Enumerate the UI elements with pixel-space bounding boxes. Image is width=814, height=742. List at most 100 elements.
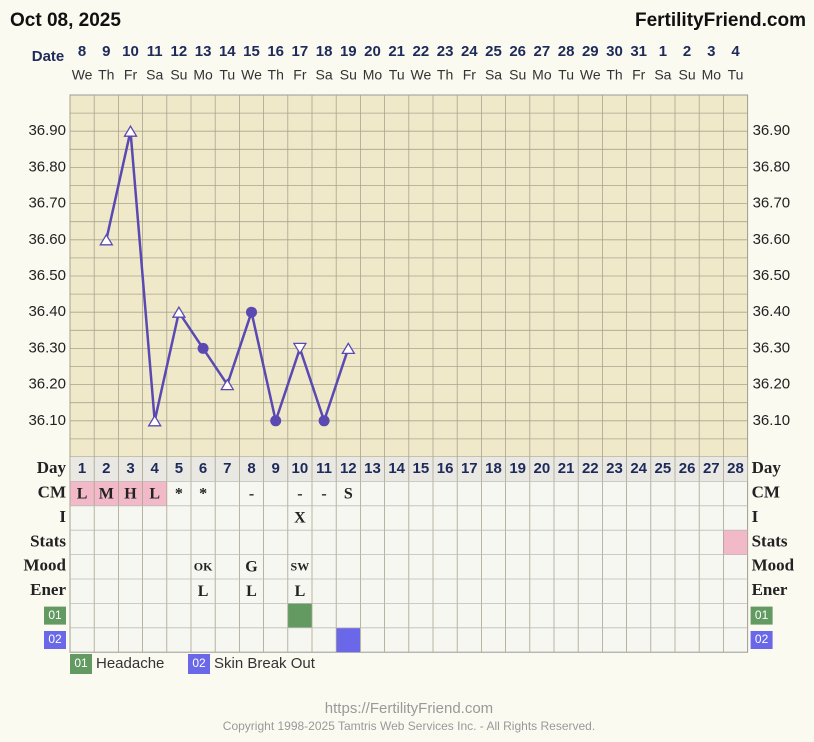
- weekday-label: Su: [509, 67, 526, 83]
- cell-text: G: [245, 558, 258, 575]
- row-label-right: Mood: [752, 556, 795, 575]
- footer-copyright: Copyright 1998-2025 Tamtris Web Services…: [223, 719, 595, 733]
- date-label: 8: [78, 43, 86, 60]
- cell-text: L: [246, 583, 257, 600]
- date-label: 14: [219, 43, 236, 60]
- cycle-day: 14: [388, 460, 405, 477]
- date-label: 18: [316, 43, 333, 60]
- weekday-label: Th: [437, 67, 453, 83]
- legend-swatch: [70, 654, 92, 674]
- y-tick-label: 36.50: [28, 267, 66, 284]
- weekday-label: Fr: [463, 67, 477, 83]
- site-name[interactable]: FertilityFriend.com: [635, 10, 806, 31]
- date-label: 26: [509, 43, 526, 60]
- symptom-tag-right: [750, 631, 773, 649]
- cycle-day: 27: [703, 460, 720, 477]
- cycle-day: 12: [340, 460, 357, 477]
- date-label: 3: [707, 43, 715, 60]
- cell-text: -: [321, 485, 326, 502]
- weekday-label: Su: [340, 67, 357, 83]
- date-label: 12: [171, 43, 188, 60]
- weekday-label: Th: [98, 67, 114, 83]
- row-label: 02: [48, 632, 62, 646]
- cell-fill: [70, 481, 95, 506]
- date-label: 17: [292, 43, 309, 60]
- marker: [197, 342, 209, 354]
- cell-text: *: [175, 485, 183, 502]
- marker: [318, 415, 330, 427]
- cycle-day: 19: [509, 460, 526, 477]
- row-label: Stats: [30, 531, 66, 550]
- cell-text: -: [249, 485, 254, 502]
- date-label: 15: [243, 43, 260, 60]
- marker: [171, 305, 187, 318]
- weekday-label: Th: [606, 67, 622, 83]
- marker: [292, 342, 308, 355]
- marker: [220, 378, 235, 391]
- date-label: 29: [582, 43, 599, 60]
- footer-url[interactable]: https://FertilityFriend.com: [325, 700, 493, 717]
- row-label-right: I: [752, 507, 759, 526]
- weekday-label: Su: [679, 67, 696, 83]
- cell-text: SW: [291, 560, 310, 574]
- row-label: Day: [37, 458, 67, 477]
- date-label: 16: [267, 43, 284, 60]
- y-tick-label-right: 36.40: [753, 303, 791, 320]
- y-tick-label: 36.90: [28, 122, 66, 139]
- weekday-label: Mo: [702, 67, 722, 83]
- marker: [246, 306, 257, 318]
- row-label: Mood: [24, 556, 67, 575]
- cell-text: L: [198, 583, 209, 600]
- weekday-label: Mo: [532, 67, 552, 83]
- cycle-day: 23: [606, 460, 623, 477]
- date-label: 4: [731, 43, 740, 60]
- cycle-day: 16: [437, 460, 454, 477]
- cycle-day: 18: [485, 460, 502, 477]
- cell-text: M: [99, 485, 114, 502]
- date-label: 20: [364, 43, 381, 60]
- cell-text: L: [149, 485, 160, 502]
- y-tick-label: 36.80: [28, 158, 66, 175]
- date-label: 11: [147, 43, 163, 60]
- symptom-tag: [44, 606, 66, 625]
- y-tick-label-right: 36.10: [753, 412, 791, 429]
- date-label: 31: [630, 43, 647, 60]
- y-tick-label-right: 36.20: [753, 376, 791, 393]
- date-label: 24: [461, 43, 478, 60]
- row-label-right: 01: [755, 608, 769, 622]
- y-tick-label-right: 36.50: [753, 267, 791, 284]
- y-tick-label-right: 36.70: [753, 195, 791, 212]
- weekday-label: We: [72, 67, 93, 83]
- row-label: Ener: [30, 580, 66, 599]
- weekday-label: Th: [268, 67, 284, 83]
- cycle-day: 15: [413, 460, 430, 477]
- row-label-right: 02: [755, 632, 769, 646]
- weekday-label: Tu: [389, 67, 405, 83]
- marker: [147, 414, 162, 427]
- date-label: 23: [437, 43, 454, 60]
- row-label: I: [59, 507, 66, 526]
- marker: [123, 124, 138, 137]
- cell-text: L: [77, 485, 88, 502]
- cycle-day: 17: [461, 460, 478, 477]
- weekday-label: Tu: [219, 67, 235, 83]
- cycle-day: 13: [364, 460, 381, 477]
- weekday-label: We: [411, 67, 432, 83]
- date-label: 9: [102, 43, 110, 60]
- row-label-right: CM: [752, 483, 780, 502]
- y-tick-label-right: 36.60: [753, 231, 791, 248]
- row-label-right: Day: [752, 458, 782, 477]
- y-tick-label: 36.30: [28, 339, 66, 356]
- cycle-day: 9: [272, 460, 280, 477]
- weekday-label: Fr: [293, 67, 307, 83]
- legend-code: 01: [74, 656, 88, 670]
- weekday-label: Sa: [146, 67, 163, 83]
- marker: [270, 415, 282, 427]
- cell-text: L: [295, 583, 306, 600]
- date-label: 27: [534, 43, 551, 60]
- cell-fill: [723, 530, 748, 555]
- cell-fill: [287, 603, 312, 628]
- weekday-label: We: [241, 67, 262, 83]
- cycle-day: 3: [126, 460, 134, 477]
- date-label: 1: [659, 43, 667, 60]
